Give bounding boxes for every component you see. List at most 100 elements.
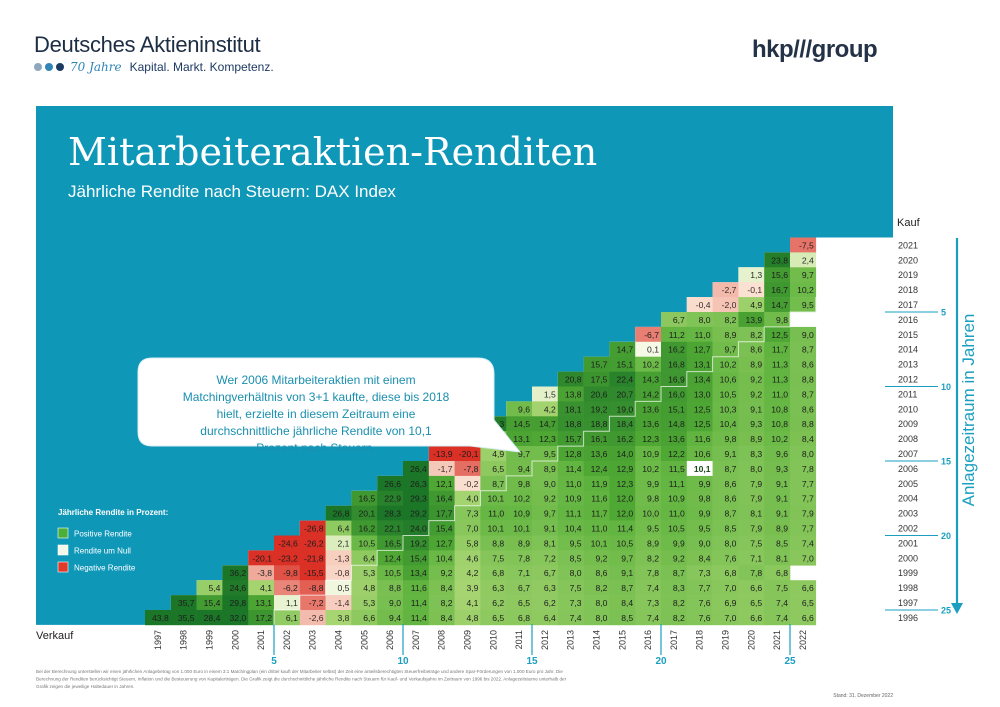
org-name: Deutsches Aktieninstitut	[34, 32, 261, 57]
sell-year-label: 2008	[437, 630, 447, 650]
cell-value: 8,5	[621, 613, 633, 623]
cell-value: 8,3	[673, 583, 685, 593]
buy-year-label: 2021	[898, 240, 918, 250]
cell-value: 8,6	[724, 494, 736, 504]
cell-value: 11,4	[411, 613, 427, 623]
heatmap-cell	[661, 580, 688, 596]
cell-value: 12,3	[616, 479, 633, 489]
buy-year-label: 2003	[898, 509, 918, 519]
cell-value: 7,5	[750, 538, 762, 548]
cell-value: 9,8	[518, 479, 530, 489]
heatmap-cell	[609, 595, 636, 611]
heatmap-cell	[661, 371, 688, 387]
heatmap-cell	[428, 565, 455, 581]
heatmap-cell	[532, 550, 559, 566]
heatmap-cell	[686, 595, 713, 611]
cell-value: 6,8	[724, 568, 736, 578]
cell-value: 8,2	[647, 553, 659, 563]
cell-value: 14,7	[616, 345, 633, 355]
cell-value: 32,0	[229, 613, 246, 623]
cell-value: 10,4	[436, 553, 453, 563]
cell-value: 7,7	[802, 524, 814, 534]
heatmap-cell	[248, 550, 275, 566]
cell-value: -13,9	[433, 449, 453, 459]
heatmap-cell	[428, 550, 455, 566]
buy-year-label: 2017	[898, 300, 918, 310]
cell-value: 6,4	[544, 613, 556, 623]
buy-year-label: 2001	[898, 538, 918, 548]
cell-value: 18,8	[565, 419, 582, 429]
cell-value: 10,5	[668, 524, 685, 534]
heatmap-cell	[480, 550, 507, 566]
sell-year-label: 2012	[540, 630, 550, 650]
heatmap-cell	[635, 401, 662, 417]
heatmap-cell	[583, 580, 610, 596]
cell-value: -2,6	[309, 613, 324, 623]
heatmap-cell	[532, 461, 559, 477]
heatmap-cell	[351, 505, 378, 521]
heatmap-cell	[790, 371, 817, 387]
cell-value: 11,9	[591, 479, 607, 489]
heatmap-cell	[712, 282, 739, 298]
buy-year-label: 2010	[898, 404, 918, 414]
heatmap-cell	[712, 386, 739, 402]
heatmap-cell	[170, 595, 197, 611]
heatmap-cell	[686, 550, 713, 566]
cell-value: 12,9	[616, 464, 633, 474]
heatmap-cell	[583, 520, 610, 536]
sell-year-label: 2018	[695, 630, 705, 650]
heatmap-cell	[764, 520, 791, 536]
heatmap-cell	[480, 505, 507, 521]
heatmap-cell	[686, 356, 713, 372]
cell-value: -26,2	[304, 538, 324, 548]
heatmap-cell	[377, 505, 404, 521]
buy-year-label: 1997	[898, 598, 918, 608]
cell-value: 17,7	[436, 509, 453, 519]
heatmap-cell	[635, 386, 662, 402]
cell-value: 9,1	[776, 494, 788, 504]
heatmap-cell	[428, 490, 455, 506]
cell-value: 9,5	[544, 449, 556, 459]
cell-value: 7,7	[699, 583, 711, 593]
buy-year-label: 2005	[898, 479, 918, 489]
bottom-tick-label: 15	[526, 656, 538, 667]
cell-value: 9,1	[621, 568, 633, 578]
sell-year-label: 2001	[256, 630, 266, 650]
cell-value: 10,2	[513, 494, 530, 504]
heatmap-cell	[764, 461, 791, 477]
heatmap-cell	[609, 341, 636, 357]
cell-value: 12,5	[694, 419, 711, 429]
heatmap-cell	[790, 356, 817, 372]
heatmap-cell	[480, 610, 507, 626]
cell-value: 6,2	[492, 598, 504, 608]
cell-value: 13,9	[745, 315, 762, 325]
heatmap-cell	[222, 595, 249, 611]
cell-value: 11,6	[591, 494, 607, 504]
right-axis-label: Anlagezeitraum in Jahren	[959, 314, 978, 507]
legend-item-label: Positive Rendite	[74, 530, 132, 539]
heatmap-cell	[583, 535, 610, 551]
cell-value: 6,6	[750, 613, 762, 623]
heatmap-cell	[428, 535, 455, 551]
heatmap-cell	[635, 565, 662, 581]
stand-label: Stand: 31. Dezember 2022	[833, 693, 893, 699]
cell-value: 9,8	[699, 494, 711, 504]
cell-value: 16,1	[591, 434, 608, 444]
cell-value: 8,9	[544, 464, 556, 474]
heatmap-cell	[661, 312, 688, 328]
callout-text-line: hielt, erzielte in diesem Zeitraum eine	[217, 407, 416, 421]
cell-value: 7,7	[802, 494, 814, 504]
cell-value: 4,0	[466, 494, 478, 504]
cell-value: 8,5	[724, 524, 736, 534]
cell-value: 43,8	[152, 613, 169, 623]
cell-value: 14,5	[513, 419, 530, 429]
heatmap-cell	[532, 475, 559, 492]
cell-value: 23,8	[771, 255, 788, 265]
heatmap-cell	[738, 341, 765, 357]
cell-value: 7,3	[570, 598, 582, 608]
cell-value: 9,2	[750, 375, 762, 385]
heatmap-cell	[609, 610, 636, 626]
cell-value: 22,1	[384, 524, 401, 534]
cell-value: 10,0	[642, 509, 659, 519]
cell-value: 9,9	[699, 509, 711, 519]
